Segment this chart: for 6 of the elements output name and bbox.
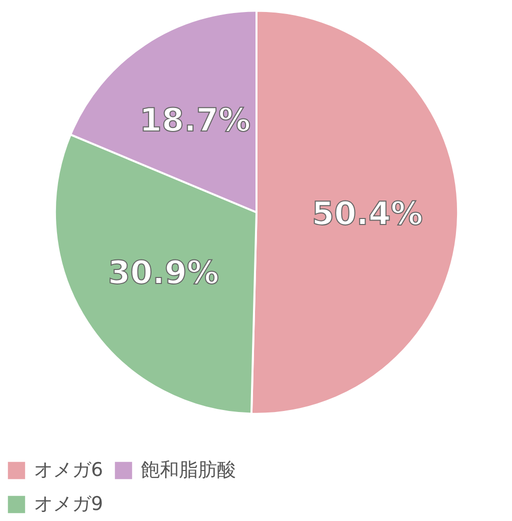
data-label: 30.9% — [108, 254, 219, 292]
legend-label: オメガ6 — [34, 458, 104, 483]
legend-label: オメガ9 — [34, 492, 104, 517]
legend-label: 飽和脂肪酸 — [141, 458, 236, 483]
data-label: 18.7% — [140, 100, 251, 139]
data-label: 50.4% — [312, 194, 423, 233]
